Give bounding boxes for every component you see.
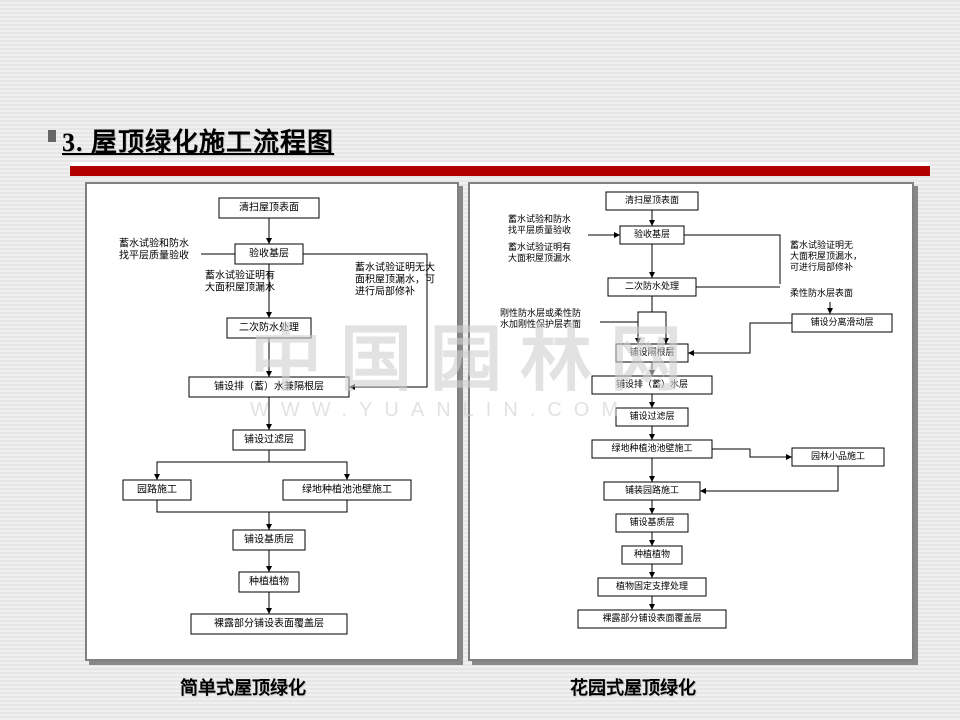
svg-text:进行局部修补: 进行局部修补 bbox=[355, 284, 415, 297]
svg-text:水加刚性保护层表面: 水加刚性保护层表面 bbox=[500, 318, 581, 329]
svg-text:找平层质量验收: 找平层质量验收 bbox=[508, 224, 571, 235]
svg-text:可进行局部修补: 可进行局部修补 bbox=[790, 261, 853, 272]
slide-title: 3. 屋顶绿化施工流程图 bbox=[62, 122, 334, 159]
svg-text:园林小品施工: 园林小品施工 bbox=[811, 450, 865, 461]
svg-text:找平层质量验收: 找平层质量验收 bbox=[119, 248, 189, 261]
svg-text:二次防水处理: 二次防水处理 bbox=[239, 320, 299, 333]
svg-text:铺设基质层: 铺设基质层 bbox=[629, 516, 674, 527]
caption-left: 简单式屋顶绿化 bbox=[180, 674, 306, 700]
svg-text:蓄水试验证明有: 蓄水试验证明有 bbox=[205, 268, 275, 281]
title-bullet bbox=[48, 130, 56, 142]
svg-text:铺设基质层: 铺设基质层 bbox=[244, 532, 294, 545]
svg-text:铺设排（蓄）水兼隔根层: 铺设排（蓄）水兼隔根层 bbox=[214, 379, 324, 392]
svg-text:验收基层: 验收基层 bbox=[249, 246, 289, 259]
svg-text:柔性防水层表面: 柔性防水层表面 bbox=[790, 287, 853, 298]
slide: 3. 屋顶绿化施工流程图 清扫屋顶表面验收基层二次防水处理铺设排（蓄）水兼隔根层… bbox=[0, 0, 960, 720]
flowchart-left-svg: 清扫屋顶表面验收基层二次防水处理铺设排（蓄）水兼隔根层铺设过滤层园路施工 绿地种植… bbox=[87, 184, 457, 659]
svg-text:二次防水处理: 二次防水处理 bbox=[625, 280, 679, 291]
svg-text:铺设过滤层: 铺设过滤层 bbox=[629, 410, 674, 421]
svg-text:大面积屋顶漏水: 大面积屋顶漏水 bbox=[508, 252, 571, 263]
title-underline-red bbox=[70, 166, 930, 176]
flowchart-panel-left: 清扫屋顶表面验收基层二次防水处理铺设排（蓄）水兼隔根层铺设过滤层园路施工 绿地种植… bbox=[85, 182, 459, 661]
svg-text:铺设隔根层: 铺设隔根层 bbox=[629, 346, 674, 357]
svg-text:铺设分离滑动层: 铺设分离滑动层 bbox=[810, 316, 873, 327]
svg-text:面积屋顶漏水，可: 面积屋顶漏水，可 bbox=[355, 273, 435, 285]
svg-text:验收基层: 验收基层 bbox=[634, 228, 670, 239]
svg-text:种植植物: 种植植物 bbox=[249, 574, 289, 587]
svg-text:刚性防水层或柔性防: 刚性防水层或柔性防 bbox=[500, 307, 581, 318]
svg-text:铺设过滤层: 铺设过滤层 bbox=[244, 432, 294, 445]
svg-text:蓄水试验证明无: 蓄水试验证明无 bbox=[790, 239, 853, 250]
svg-text:铺设排（蓄）水层: 铺设排（蓄）水层 bbox=[616, 378, 688, 389]
svg-text:种植植物: 种植植物 bbox=[634, 548, 670, 559]
svg-text:清扫屋顶表面: 清扫屋顶表面 bbox=[239, 200, 299, 213]
svg-text:铺装园路施工: 铺装园路施工 bbox=[625, 484, 679, 495]
svg-text:裸露部分铺设表面覆盖层: 裸露部分铺设表面覆盖层 bbox=[602, 612, 701, 623]
svg-text:绿地种植池池壁施工: 绿地种植池池壁施工 bbox=[611, 442, 692, 453]
svg-text:裸露部分铺设表面覆盖层: 裸露部分铺设表面覆盖层 bbox=[214, 616, 324, 629]
svg-text:蓄水试验和防水: 蓄水试验和防水 bbox=[119, 236, 189, 249]
svg-text:蓄水试验证明有: 蓄水试验证明有 bbox=[508, 241, 571, 252]
caption-right: 花园式屋顶绿化 bbox=[570, 674, 696, 700]
svg-text:蓄水试验和防水: 蓄水试验和防水 bbox=[508, 213, 571, 224]
svg-text:园路施工: 园路施工 bbox=[137, 482, 177, 495]
svg-text:绿地种植池池壁施工: 绿地种植池池壁施工 bbox=[302, 482, 392, 495]
flowchart-right-svg: 清扫屋顶表面验收基层二次防水处理铺设隔根层铺设排（蓄）水层铺设过滤层绿地种植池池… bbox=[470, 184, 912, 659]
svg-text:蓄水试验证明无大: 蓄水试验证明无大 bbox=[355, 260, 435, 273]
flowchart-panel-right: 清扫屋顶表面验收基层二次防水处理铺设隔根层铺设排（蓄）水层铺设过滤层绿地种植池池… bbox=[468, 182, 914, 661]
svg-text:大面积屋顶漏水，: 大面积屋顶漏水， bbox=[790, 250, 862, 261]
svg-text:大面积屋顶漏水: 大面积屋顶漏水 bbox=[205, 280, 275, 293]
title-wrap: 3. 屋顶绿化施工流程图 bbox=[62, 122, 334, 159]
svg-text:植物固定支撑处理: 植物固定支撑处理 bbox=[616, 580, 688, 591]
svg-text:清扫屋顶表面: 清扫屋顶表面 bbox=[625, 194, 679, 205]
